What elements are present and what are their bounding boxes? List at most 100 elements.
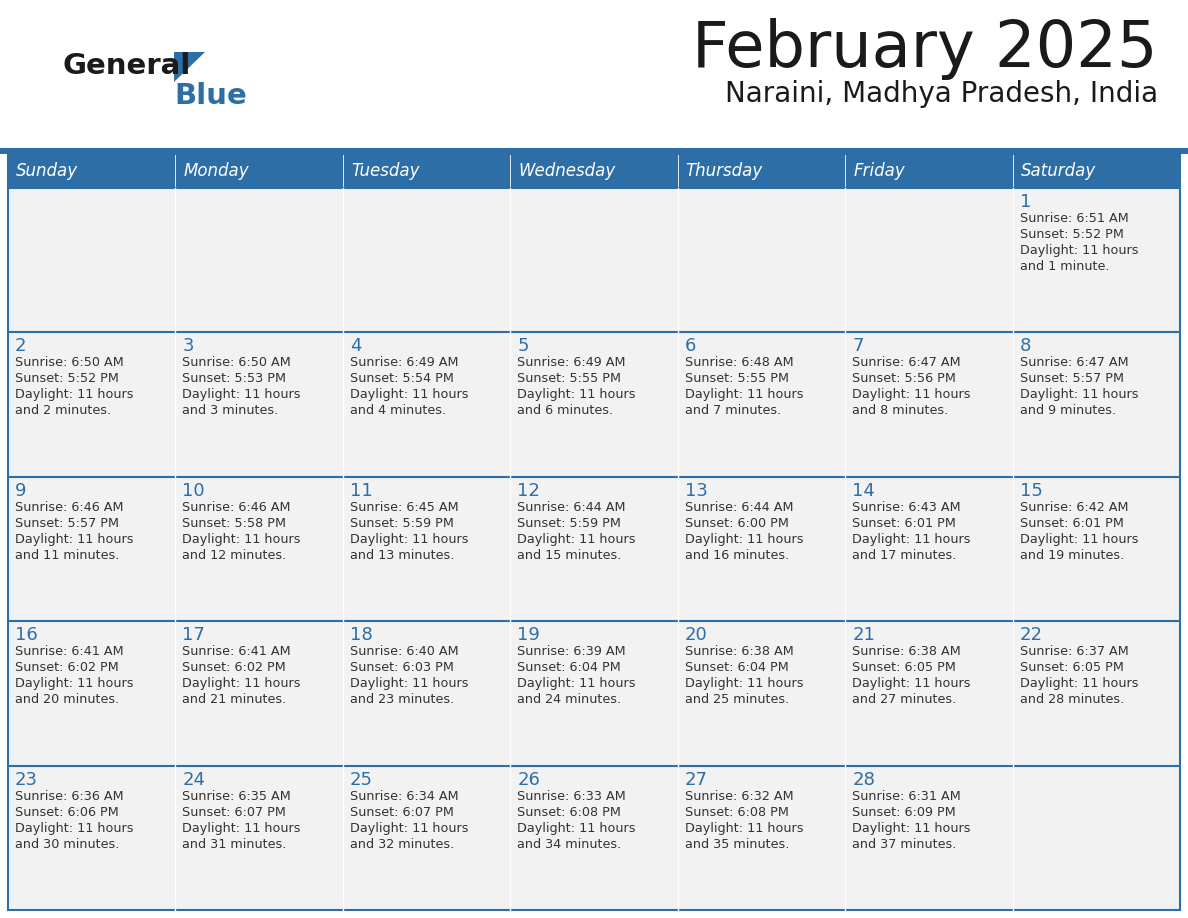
Text: Sunrise: 6:43 AM: Sunrise: 6:43 AM [852, 501, 961, 514]
Bar [8, 766, 176, 910]
Text: Wednesday: Wednesday [518, 162, 615, 180]
Bar [8, 332, 176, 476]
Text: Daylight: 11 hours: Daylight: 11 hours [517, 677, 636, 690]
Bar [343, 188, 511, 332]
Text: Daylight: 11 hours: Daylight: 11 hours [349, 677, 468, 690]
Text: Sunrise: 6:31 AM: Sunrise: 6:31 AM [852, 789, 961, 802]
Text: and 13 minutes.: and 13 minutes. [349, 549, 454, 562]
Bar [8, 154, 1180, 910]
Bar [343, 766, 511, 910]
Text: and 4 minutes.: and 4 minutes. [349, 405, 446, 418]
Text: Sunset: 5:54 PM: Sunset: 5:54 PM [349, 373, 454, 386]
Text: Sunset: 6:02 PM: Sunset: 6:02 PM [15, 661, 119, 674]
Text: Sunset: 5:58 PM: Sunset: 5:58 PM [183, 517, 286, 530]
Text: 14: 14 [852, 482, 876, 499]
Bar [677, 154, 845, 188]
Text: Sunset: 6:01 PM: Sunset: 6:01 PM [852, 517, 956, 530]
Text: and 25 minutes.: and 25 minutes. [684, 693, 789, 706]
Text: Sunrise: 6:38 AM: Sunrise: 6:38 AM [684, 645, 794, 658]
Text: 1: 1 [1019, 193, 1031, 211]
Text: Tuesday: Tuesday [350, 162, 419, 180]
Text: Sunrise: 6:47 AM: Sunrise: 6:47 AM [852, 356, 961, 369]
Text: General: General [62, 52, 190, 80]
Text: 24: 24 [183, 770, 206, 789]
Text: Sunrise: 6:46 AM: Sunrise: 6:46 AM [15, 501, 124, 514]
Text: Daylight: 11 hours: Daylight: 11 hours [517, 532, 636, 546]
Text: 12: 12 [517, 482, 541, 499]
Text: Sunrise: 6:50 AM: Sunrise: 6:50 AM [15, 356, 124, 369]
Text: Blue: Blue [173, 82, 247, 110]
Bar [1012, 154, 1180, 188]
Text: Sunset: 6:08 PM: Sunset: 6:08 PM [684, 806, 789, 819]
Text: and 17 minutes.: and 17 minutes. [852, 549, 956, 562]
Text: Daylight: 11 hours: Daylight: 11 hours [1019, 677, 1138, 690]
Text: and 2 minutes.: and 2 minutes. [15, 405, 112, 418]
Text: Sunrise: 6:48 AM: Sunrise: 6:48 AM [684, 356, 794, 369]
Text: 23: 23 [15, 770, 38, 789]
Bar [343, 476, 511, 621]
Text: Sunrise: 6:51 AM: Sunrise: 6:51 AM [1019, 212, 1129, 225]
Text: Naraini, Madhya Pradesh, India: Naraini, Madhya Pradesh, India [725, 80, 1158, 108]
Bar [343, 621, 511, 766]
Bar [1012, 188, 1180, 332]
Text: and 9 minutes.: and 9 minutes. [1019, 405, 1116, 418]
Bar [343, 154, 511, 188]
Text: Sunset: 6:07 PM: Sunset: 6:07 PM [349, 806, 454, 819]
Text: Sunrise: 6:45 AM: Sunrise: 6:45 AM [349, 501, 459, 514]
Text: Sunset: 5:57 PM: Sunset: 5:57 PM [1019, 373, 1124, 386]
Text: Sunset: 5:55 PM: Sunset: 5:55 PM [517, 373, 621, 386]
Text: Daylight: 11 hours: Daylight: 11 hours [852, 677, 971, 690]
Bar [8, 621, 176, 766]
Text: Sunrise: 6:34 AM: Sunrise: 6:34 AM [349, 789, 459, 802]
Bar [8, 188, 176, 332]
Text: Sunset: 6:02 PM: Sunset: 6:02 PM [183, 661, 286, 674]
Bar [1012, 621, 1180, 766]
Text: and 3 minutes.: and 3 minutes. [183, 405, 279, 418]
Bar [176, 476, 343, 621]
Bar [343, 332, 511, 476]
Bar [1012, 332, 1180, 476]
Text: Sunrise: 6:33 AM: Sunrise: 6:33 AM [517, 789, 626, 802]
Bar [511, 766, 677, 910]
Text: Sunset: 6:00 PM: Sunset: 6:00 PM [684, 517, 789, 530]
Text: February 2025: February 2025 [693, 18, 1158, 80]
Text: 22: 22 [1019, 626, 1043, 644]
Text: Sunset: 5:55 PM: Sunset: 5:55 PM [684, 373, 789, 386]
Bar [845, 476, 1012, 621]
Text: Sunset: 6:05 PM: Sunset: 6:05 PM [1019, 661, 1124, 674]
Bar [1012, 766, 1180, 910]
Text: Sunrise: 6:50 AM: Sunrise: 6:50 AM [183, 356, 291, 369]
Text: and 1 minute.: and 1 minute. [1019, 260, 1110, 273]
Text: and 27 minutes.: and 27 minutes. [852, 693, 956, 706]
Text: Daylight: 11 hours: Daylight: 11 hours [517, 822, 636, 834]
Text: Sunrise: 6:49 AM: Sunrise: 6:49 AM [349, 356, 459, 369]
Text: Daylight: 11 hours: Daylight: 11 hours [183, 822, 301, 834]
Text: Sunrise: 6:44 AM: Sunrise: 6:44 AM [517, 501, 626, 514]
Text: Sunset: 6:04 PM: Sunset: 6:04 PM [684, 661, 789, 674]
Bar [176, 154, 343, 188]
Text: Sunrise: 6:42 AM: Sunrise: 6:42 AM [1019, 501, 1129, 514]
Text: Daylight: 11 hours: Daylight: 11 hours [15, 532, 133, 546]
Text: and 32 minutes.: and 32 minutes. [349, 837, 454, 851]
Text: Daylight: 11 hours: Daylight: 11 hours [684, 388, 803, 401]
Text: Daylight: 11 hours: Daylight: 11 hours [684, 822, 803, 834]
Text: 26: 26 [517, 770, 541, 789]
Text: Sunrise: 6:35 AM: Sunrise: 6:35 AM [183, 789, 291, 802]
Text: Daylight: 11 hours: Daylight: 11 hours [15, 388, 133, 401]
Text: Daylight: 11 hours: Daylight: 11 hours [852, 388, 971, 401]
Text: Thursday: Thursday [685, 162, 763, 180]
Text: Sunrise: 6:37 AM: Sunrise: 6:37 AM [1019, 645, 1129, 658]
Text: Sunrise: 6:49 AM: Sunrise: 6:49 AM [517, 356, 626, 369]
Text: Daylight: 11 hours: Daylight: 11 hours [517, 388, 636, 401]
Text: Daylight: 11 hours: Daylight: 11 hours [852, 532, 971, 546]
Text: and 11 minutes.: and 11 minutes. [15, 549, 119, 562]
Text: 21: 21 [852, 626, 876, 644]
Text: Sunset: 6:09 PM: Sunset: 6:09 PM [852, 806, 956, 819]
Text: Sunrise: 6:38 AM: Sunrise: 6:38 AM [852, 645, 961, 658]
Text: 4: 4 [349, 338, 361, 355]
Text: 16: 16 [15, 626, 38, 644]
Text: Daylight: 11 hours: Daylight: 11 hours [349, 388, 468, 401]
Bar [845, 766, 1012, 910]
Text: Sunrise: 6:32 AM: Sunrise: 6:32 AM [684, 789, 794, 802]
Text: 11: 11 [349, 482, 373, 499]
